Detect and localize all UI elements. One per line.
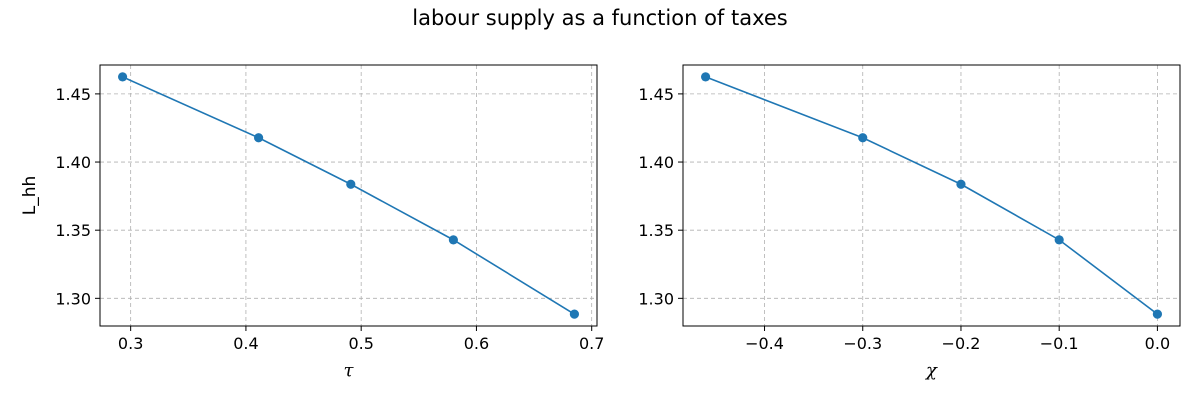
tau-series-line-0 <box>122 76 575 315</box>
chi-series-line-0 <box>705 76 1158 315</box>
tau-y-tick-label-2: 1.40 <box>55 153 91 172</box>
chi-data-point-2 <box>956 179 966 189</box>
chi-data-point-1 <box>858 133 868 143</box>
chi-y-tick-label-2: 1.40 <box>638 153 674 172</box>
tau-x-tick-label-4: 0.7 <box>579 334 604 353</box>
subplot-chi: −0.4 −0.3 −0.2 −0.1 0.0 1.30 1.35 1.40 1.45 χ <box>638 64 1181 381</box>
tau-x-tick-label-2: 0.5 <box>348 334 373 353</box>
tau-y-tick-label-0: 1.30 <box>55 289 91 308</box>
tau-data-point-3 <box>448 235 458 245</box>
chi-data-point-4 <box>1152 309 1163 319</box>
tau-x-tick-label-1: 0.4 <box>233 334 258 353</box>
tau-x-axis-label: τ <box>344 360 355 381</box>
tau-data-point-0 <box>117 72 128 82</box>
tau-y-tick-label-3: 1.45 <box>55 85 91 104</box>
chi-x-tick-label-2: −0.2 <box>942 334 981 353</box>
tau-x-tick-label-0: 0.3 <box>118 334 143 353</box>
chi-data-point-3 <box>1054 235 1064 245</box>
chi-x-tick-label-1: −0.3 <box>843 334 882 353</box>
tau-axes-frame <box>99 64 598 327</box>
chi-x-tick-label-0: −0.4 <box>745 334 784 353</box>
chi-y-tick-label-3: 1.45 <box>638 85 674 104</box>
tau-data-point-4 <box>569 309 580 319</box>
chi-x-tick-label-4: 0.0 <box>1145 334 1170 353</box>
chi-axes-frame <box>682 64 1181 327</box>
subplot-tau: 0.3 0.4 0.5 0.6 0.7 1.30 1.35 1.40 1.45 τ L_hh <box>20 64 604 381</box>
chi-x-tick-label-3: −0.1 <box>1040 334 1079 353</box>
tau-data-point-1 <box>253 133 264 143</box>
chi-y-tick-label-1: 1.35 <box>638 221 674 240</box>
tau-x-tick-label-3: 0.6 <box>464 334 489 353</box>
chi-x-axis-label: χ <box>924 360 938 381</box>
chi-data-point-0 <box>700 72 711 82</box>
tau-y-tick-label-1: 1.35 <box>55 221 91 240</box>
tau-data-point-2 <box>346 179 356 189</box>
tau-y-axis-label: L_hh <box>20 176 40 216</box>
figure-suptitle: labour supply as a function of taxes <box>412 6 788 30</box>
chi-y-tick-label-0: 1.30 <box>638 289 674 308</box>
